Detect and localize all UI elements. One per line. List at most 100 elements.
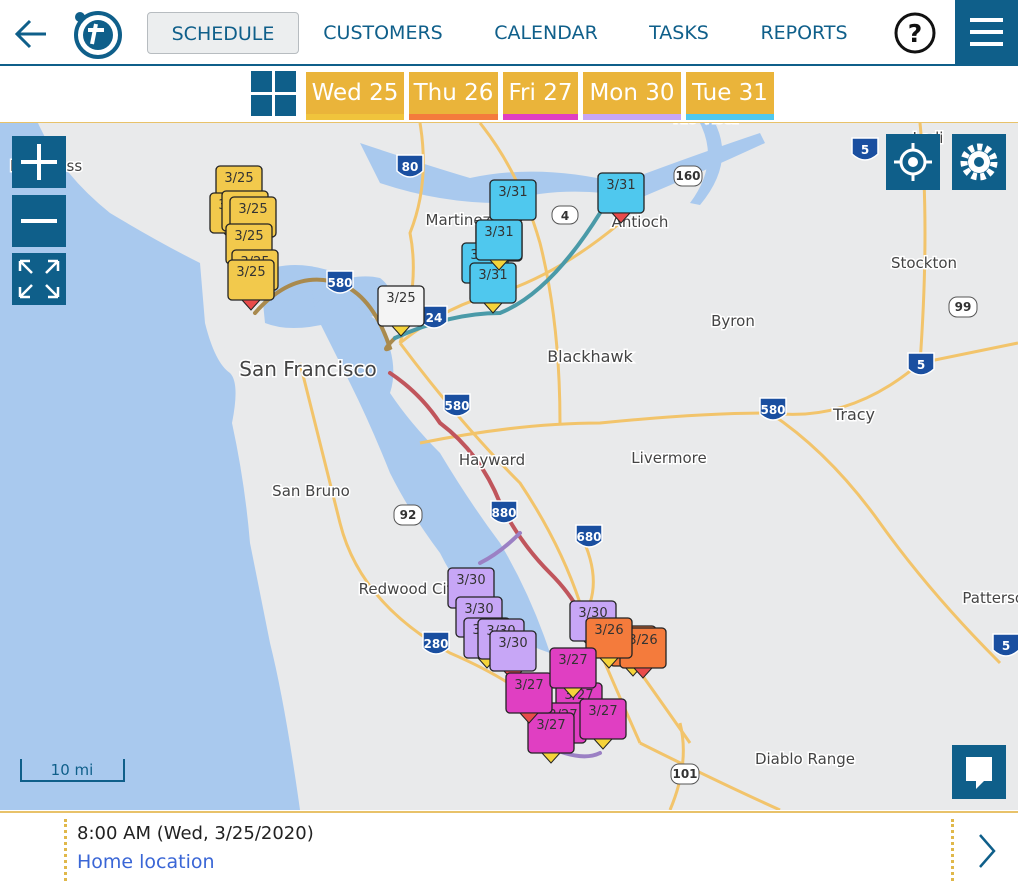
next-button[interactable]: [972, 831, 1002, 871]
marker-label: 3/31: [484, 225, 513, 240]
highway-shield: 24: [420, 305, 448, 329]
zoom-in[interactable]: [12, 136, 66, 188]
map-marker[interactable]: 3/27: [527, 712, 575, 764]
marker-label: 3/26: [594, 623, 623, 638]
highway-shield: 580: [326, 270, 354, 294]
highway-shield: 5: [992, 633, 1018, 657]
marker-label: 3/25: [236, 265, 265, 280]
place-label: Livermore: [631, 449, 706, 467]
place-label: Byron: [711, 312, 755, 330]
shield-bg: [992, 633, 1018, 657]
place-label: San Bruno: [272, 482, 350, 500]
shield-label: 160: [675, 169, 700, 183]
day-tab[interactable]: Thu 26: [409, 72, 498, 120]
place-label: Patterson: [962, 589, 1018, 607]
footer-time: 8:00 AM (Wed, 3/25/2020): [77, 823, 314, 844]
footer-location[interactable]: Home location: [77, 851, 215, 873]
nav-item[interactable]: REPORTS: [760, 22, 848, 44]
marker-pointer: [598, 657, 620, 669]
map-marker[interactable]: 3/31: [475, 219, 523, 271]
shield-label: 80: [402, 160, 419, 174]
shield-bg: [673, 165, 703, 187]
map-marker[interactable]: 3/31: [597, 172, 645, 224]
marker-pointer: [390, 325, 412, 337]
highway-shield: 580: [759, 397, 787, 421]
marker-pointer: [540, 752, 562, 764]
highway-shield: 680: [575, 524, 603, 548]
zoom-out[interactable]: [12, 195, 66, 247]
help-text: ?: [908, 19, 923, 48]
marker-pointer: [632, 667, 654, 679]
marker-pointer: [518, 712, 540, 724]
shield-bg: [575, 524, 603, 548]
marker-label: 3/25: [234, 229, 263, 244]
highway-shield: 880: [490, 500, 518, 524]
day-bar: Wed 25 Thu 26 Fri 27 Mon 30 Tue 31: [0, 66, 1018, 124]
highway-shield: 101: [670, 763, 700, 785]
highway-shield: 92: [393, 504, 423, 526]
settings-button[interactable]: [952, 134, 1006, 190]
help-button[interactable]: ?: [893, 11, 937, 55]
shield-label: 101: [672, 767, 697, 781]
grid-button[interactable]: [251, 71, 297, 117]
map-marker[interactable]: 3/27: [505, 672, 553, 724]
marker-label: 3/30: [456, 573, 485, 588]
marker-pointer: [610, 212, 632, 224]
highway-shield: 5: [851, 137, 879, 161]
day-tab[interactable]: Fri 27: [503, 72, 578, 120]
place-label: Stockton: [891, 254, 957, 272]
shield-bg: [759, 397, 787, 421]
map-marker[interactable]: 3/25: [227, 259, 275, 311]
shield-label: 580: [760, 403, 785, 417]
place-label: Tracy: [832, 405, 875, 424]
shield-bg: [393, 504, 423, 526]
map-marker[interactable]: 3/27: [549, 647, 597, 699]
day-tab[interactable]: Wed 25: [306, 72, 404, 120]
shield-label: 5: [861, 143, 869, 157]
footer: 8:00 AM (Wed, 3/25/2020) Home location: [0, 811, 1018, 883]
map-marker[interactable]: 3/31: [469, 262, 517, 314]
highway-shield: 580: [443, 393, 471, 417]
highway-shield: 99: [948, 296, 978, 318]
highway-shield: 160: [673, 165, 703, 187]
shield-bg: [490, 500, 518, 524]
place-label: Hayward: [459, 451, 525, 469]
marker-label: 3/27: [588, 704, 617, 719]
menu-button[interactable]: [955, 0, 1018, 64]
marker-label: 3/30: [498, 636, 527, 651]
map-marker[interactable]: 3/26: [585, 617, 633, 669]
shield-label: 880: [491, 506, 516, 520]
marker-label: 3/31: [606, 178, 635, 193]
shield-bg: [907, 352, 935, 376]
back-button[interactable]: [12, 14, 52, 54]
highway-shield: 80: [396, 154, 424, 178]
map-marker[interactable]: 3/27: [579, 698, 627, 750]
place-label: San Francisco: [239, 357, 376, 381]
map-marker[interactable]: 3/25: [377, 285, 425, 337]
day-tab[interactable]: Tue 31: [686, 72, 774, 120]
shield-label: 280: [423, 637, 448, 651]
shield-label: 680: [576, 530, 601, 544]
marker-label: 3/26: [628, 633, 657, 648]
shield-bg: [396, 154, 424, 178]
nav-item[interactable]: CUSTOMERS: [323, 22, 443, 44]
nav-item[interactable]: CALENDAR: [494, 22, 598, 44]
shield-bg: [551, 205, 579, 225]
header: SCHEDULE CUSTOMERS CALENDAR TASKS REPORTS ?: [0, 0, 1018, 66]
logo: [74, 11, 122, 59]
nav-item[interactable]: SCHEDULE: [147, 12, 299, 54]
nav-item[interactable]: TASKS: [649, 22, 709, 44]
marker-label: 3/30: [578, 606, 607, 621]
marker-label: 3/31: [498, 185, 527, 200]
highway-shield: 280: [422, 631, 450, 655]
fit-button[interactable]: [12, 253, 66, 305]
day-tab[interactable]: Mon 30: [583, 72, 681, 120]
marker-pointer: [488, 259, 510, 271]
marker-label: 3/27: [536, 718, 565, 733]
locate-button[interactable]: [886, 134, 940, 190]
place-label: Martinez: [426, 211, 491, 229]
chat-button[interactable]: [952, 745, 1006, 799]
divider: [951, 819, 954, 881]
shield-label: 92: [400, 508, 417, 522]
